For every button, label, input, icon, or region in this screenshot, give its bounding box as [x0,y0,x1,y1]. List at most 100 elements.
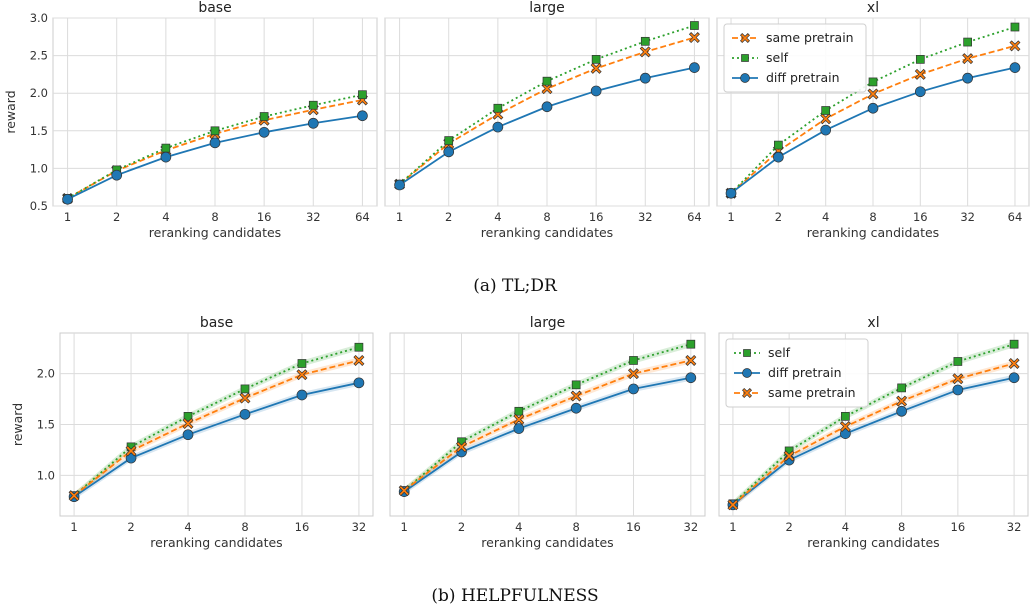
x-tick-label: 2 [127,520,134,534]
data-point-self [1009,339,1019,349]
legend-label: diff pretrain [766,70,840,85]
y-axis-label: reward [3,90,18,133]
x-tick-label: 64 [687,210,702,224]
data-point-diff_pretrain [182,429,194,441]
x-tick-label: 8 [898,520,905,534]
panel-title: large [529,0,564,16]
data-point-same_pretrain [68,490,80,502]
legend: same pretrain self diff pretrain [723,23,867,93]
data-point-same_pretrain [639,46,651,58]
data-point-diff_pretrain [639,72,651,84]
legend-marker-self [743,349,751,357]
data-point-diff_pretrain [353,377,365,389]
x-tick-label: 16 [951,520,966,534]
legend-marker-same_pretrain [740,33,750,43]
data-point-self [161,143,171,153]
x-tick-label: 4 [515,520,522,534]
x-tick-label: 32 [306,210,321,224]
data-point-same_pretrain [839,421,851,433]
data-point-same_pretrain [628,368,639,380]
data-point-same_pretrain [125,445,137,457]
data-point-self [514,406,524,416]
x-tick-label: 8 [211,210,218,224]
data-point-self [629,356,638,365]
data-point-same_pretrain [914,68,926,80]
data-point-same_pretrain [456,441,467,453]
panel-title: xl [867,315,879,331]
x-tick-label: 2 [785,520,792,534]
panel-title: base [200,315,233,331]
data-point-diff_pretrain [541,101,553,113]
caption-a: (a) TL;DR [473,276,558,296]
panel-title: large [530,315,565,331]
data-point-same_pretrain [952,373,964,385]
x-tick-label: 64 [1008,210,1023,224]
data-point-same_pretrain [688,32,700,44]
x-tick-label: 1 [64,210,71,224]
data-point-diff_pretrain [307,117,319,129]
data-point-self [774,140,783,150]
legend-box [725,338,869,408]
data-point-diff_pretrain [394,179,405,191]
x-tick-label: 4 [184,520,191,534]
x-tick-label: 16 [257,210,272,224]
data-point-same_pretrain [867,88,879,100]
data-point-same_pretrain [182,417,194,429]
x-tick-label: 4 [842,520,849,534]
data-point-diff_pretrain [773,151,784,163]
data-point-diff_pretrain [896,405,907,417]
data-point-diff_pretrain [62,193,73,205]
data-point-same_pretrain [296,369,308,381]
data-point-self [690,21,699,30]
chart-panel-a-large: 1 2 4 8 16 32 64 large reranking candidates [384,0,710,240]
data-point-same_pretrain [896,395,908,407]
data-point-self [444,136,454,145]
x-tick-label: 1 [396,210,403,224]
data-point-same_pretrain [962,53,974,65]
legend-marker-diff_pretrain [740,73,750,83]
series-line-diff_pretrain [73,381,360,498]
x-tick-label: 4 [822,210,829,224]
panels: 1 2 4 8 16 32 64 0.5 1.0 1.5 2.0 2.5 3.0 base rerankin… [3,0,1030,550]
data-point-same_pretrain [1008,358,1020,369]
x-tick-label: 1 [401,520,408,534]
data-point-diff_pretrain [296,389,308,401]
caption-b: (b) HELPFULNESS [431,586,598,606]
x-tick-label: 4 [162,210,169,224]
data-point-diff_pretrain [160,151,172,163]
panel-title: base [198,0,231,16]
legend-label: diff pretrain [768,365,842,380]
x-axis-label: reranking candidates [481,225,613,240]
data-point-self [963,37,972,47]
y-tick-label: 1.5 [37,418,55,432]
series-line-self [73,346,360,497]
data-point-self [259,112,269,121]
data-point-diff_pretrain [443,146,455,158]
data-point-self [1010,22,1020,32]
x-axis-label: reranking candidates [150,535,282,550]
x-tick-label: 1 [729,520,736,534]
data-point-self [821,106,831,115]
x-tick-label: 32 [684,520,699,534]
legend-box [723,23,867,93]
data-point-diff_pretrain [867,102,879,114]
x-tick-label: 2 [775,210,782,224]
data-point-self [953,357,963,366]
data-point-self [308,100,318,110]
x-tick-label: 32 [960,210,975,224]
y-axis-label: reward [10,403,25,446]
data-point-diff_pretrain [962,72,973,84]
x-tick-label: 32 [352,520,367,534]
legend-marker-self [741,54,749,62]
x-tick-label: 2 [113,210,120,224]
data-point-self [240,384,250,394]
x-tick-label: 8 [573,520,580,534]
legend-label: self [766,50,789,65]
data-point-diff_pretrain [1009,62,1021,73]
data-point-self [358,90,367,100]
data-point-same_pretrain [398,485,410,497]
chart-panel-a-xl: 1 2 4 8 16 32 64 xl reranking candidates same pre… [716,0,1030,240]
x-tick-label: 8 [869,210,876,224]
chart-panel-b-base: 1 2 4 8 16 32 1.0 1.5 2.0 base reranking candidate… [10,315,374,550]
